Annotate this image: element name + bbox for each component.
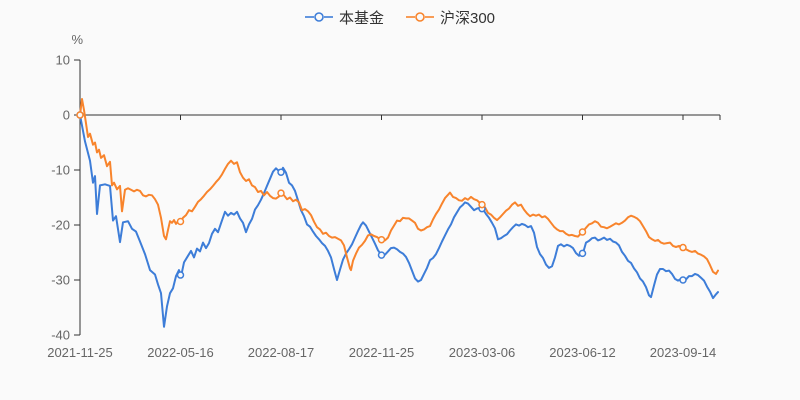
benchmark-series-marker <box>76 111 84 119</box>
legend-label-benchmark: 沪深300 <box>439 9 496 27</box>
fund-series-marker <box>277 168 285 176</box>
y-axis-unit-label: % <box>71 32 83 47</box>
fund-series-marker <box>679 276 687 284</box>
y-axis-tick-label: -20 <box>51 218 70 233</box>
benchmark-series-marker <box>176 217 185 226</box>
fund-series-marker <box>578 249 587 258</box>
chart-legend: 本基金 沪深300 <box>0 5 800 29</box>
x-axis-tick-label: 2022-11-25 <box>349 345 415 360</box>
benchmark-series-marker <box>277 189 285 197</box>
y-axis-tick-label: -10 <box>51 163 70 178</box>
fund-series-line <box>79 114 719 328</box>
legend-line-circle-icon <box>405 12 434 22</box>
legend-item-benchmark[interactable]: 沪深300 <box>405 7 496 28</box>
legend-label-fund: 本基金 <box>338 9 384 27</box>
fund-series-marker <box>377 251 386 259</box>
x-axis-tick-label: 2021-11-25 <box>47 345 113 360</box>
y-axis-tick-label: -40 <box>51 328 70 343</box>
fund-series-marker <box>176 271 185 279</box>
y-axis-tick-label: 0 <box>63 108 70 123</box>
benchmark-series-marker <box>478 200 486 209</box>
y-axis-tick-label: -30 <box>51 273 70 288</box>
x-axis-tick-label: 2022-05-16 <box>147 345 214 360</box>
benchmark-series-line <box>79 98 719 275</box>
x-axis-tick-label: 2022-08-17 <box>248 345 315 360</box>
x-axis-tick-label: 2023-03-06 <box>449 345 516 360</box>
benchmark-series-marker <box>377 235 386 244</box>
legend-line-circle-icon <box>304 12 333 22</box>
x-axis-tick-label: 2023-06-12 <box>549 345 616 360</box>
x-axis-tick-label: 2023-09-14 <box>650 345 717 360</box>
benchmark-series-marker <box>679 243 687 252</box>
legend-item-fund[interactable]: 本基金 <box>304 7 384 28</box>
benchmark-series-marker <box>578 228 587 236</box>
y-axis-tick-label: 10 <box>56 53 70 68</box>
